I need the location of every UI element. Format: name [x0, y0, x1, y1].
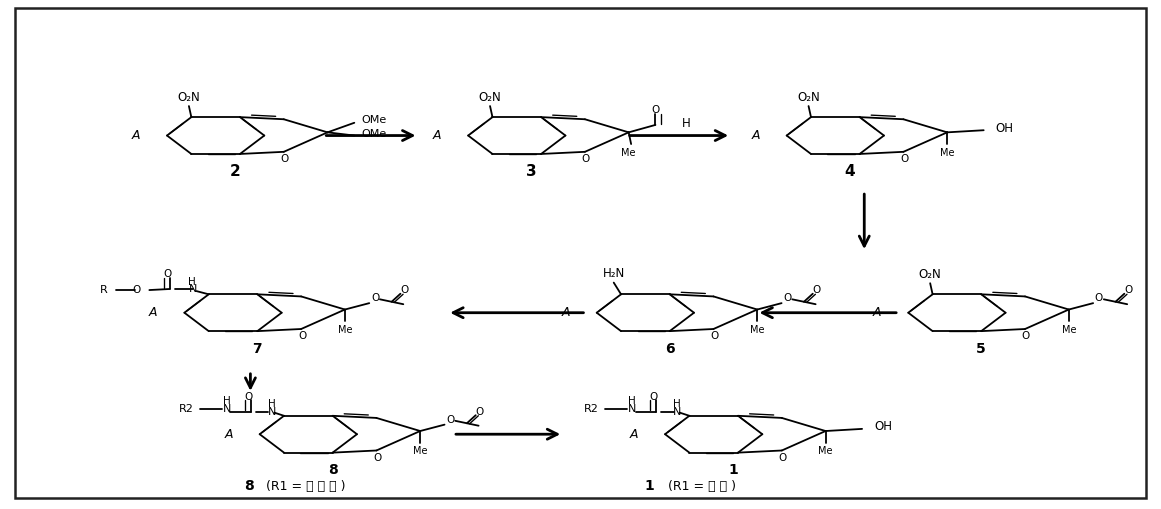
Text: H: H	[683, 117, 691, 130]
Text: 5: 5	[976, 342, 986, 356]
Text: A: A	[751, 129, 760, 142]
Text: O: O	[1095, 294, 1103, 303]
Text: 8: 8	[327, 463, 338, 477]
Text: O: O	[372, 294, 380, 303]
Text: A: A	[224, 428, 233, 441]
Text: Me: Me	[1061, 325, 1076, 335]
Text: A: A	[562, 306, 570, 319]
Text: O₂N: O₂N	[798, 91, 820, 104]
Text: Me: Me	[750, 325, 764, 335]
Text: H: H	[673, 399, 682, 409]
Text: O: O	[281, 154, 289, 164]
Text: 8: 8	[245, 479, 254, 493]
Text: O: O	[298, 331, 307, 342]
Text: A: A	[873, 306, 881, 319]
Text: (R1 = 수 소 ): (R1 = 수 소 )	[664, 480, 736, 493]
Text: H: H	[188, 277, 195, 287]
Text: 6: 6	[665, 342, 675, 356]
Text: OMe: OMe	[361, 115, 387, 125]
Text: Me: Me	[338, 325, 352, 335]
Text: R: R	[100, 285, 108, 295]
Text: 1: 1	[728, 463, 738, 477]
Text: O: O	[401, 285, 409, 295]
Text: A: A	[149, 306, 158, 319]
Text: A: A	[433, 129, 441, 142]
Text: N: N	[628, 404, 636, 414]
Text: 1: 1	[644, 479, 654, 493]
Text: O: O	[900, 154, 909, 164]
Text: H: H	[223, 397, 231, 406]
Text: A: A	[131, 129, 140, 142]
Text: R2: R2	[179, 404, 194, 414]
Text: H: H	[268, 399, 275, 409]
Text: A: A	[629, 428, 639, 441]
Text: Me: Me	[940, 148, 954, 158]
Text: 7: 7	[253, 342, 262, 356]
Text: O: O	[475, 407, 484, 417]
Text: O: O	[784, 294, 792, 303]
Text: N: N	[223, 404, 231, 414]
Text: 3: 3	[526, 164, 536, 179]
Text: N: N	[673, 407, 682, 416]
Text: Me: Me	[621, 148, 636, 158]
Text: N: N	[268, 407, 276, 416]
Text: H₂N: H₂N	[603, 268, 625, 280]
Text: O: O	[1124, 285, 1132, 295]
Text: O: O	[582, 154, 590, 164]
Text: OMe: OMe	[361, 129, 387, 139]
Text: Me: Me	[413, 446, 427, 457]
Text: 4: 4	[844, 164, 856, 179]
Text: O: O	[650, 391, 658, 402]
Text: O: O	[244, 391, 253, 402]
Text: O: O	[651, 105, 659, 115]
Text: O₂N: O₂N	[478, 91, 502, 104]
Text: O: O	[164, 269, 172, 279]
Text: OH: OH	[874, 420, 892, 433]
Text: O: O	[446, 415, 454, 425]
Text: O₂N: O₂N	[918, 268, 942, 281]
Text: O: O	[711, 331, 719, 342]
Text: Me: Me	[819, 446, 832, 457]
Text: (R1 = 아 세 틸 ): (R1 = 아 세 틸 )	[262, 480, 346, 493]
Text: O: O	[813, 285, 821, 295]
Text: O: O	[132, 285, 140, 295]
Text: H: H	[628, 397, 636, 406]
Text: O: O	[1022, 331, 1030, 342]
Text: R2: R2	[584, 404, 599, 414]
Text: O₂N: O₂N	[178, 91, 201, 104]
Text: O: O	[374, 453, 382, 463]
Text: 2: 2	[230, 164, 240, 179]
Text: N: N	[188, 284, 197, 294]
Text: O: O	[779, 453, 787, 463]
Text: OH: OH	[996, 122, 1014, 134]
